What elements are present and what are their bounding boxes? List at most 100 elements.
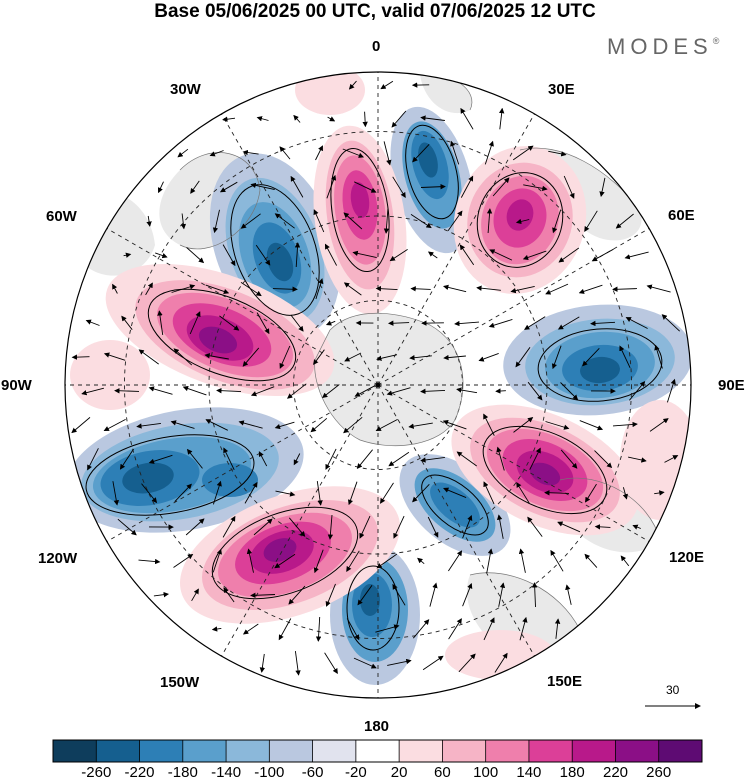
- wind-vector: [343, 212, 363, 230]
- wind-vector: [346, 618, 360, 641]
- wind-vector: [212, 548, 222, 573]
- weak-highs: [70, 72, 691, 680]
- wind-vector: [389, 249, 408, 262]
- wind-vectors: [71, 80, 681, 676]
- wind-vector: [71, 417, 91, 434]
- wind-vector: [552, 209, 562, 234]
- wind-vector: [123, 252, 132, 258]
- colorbar-tick-label: -20: [345, 764, 367, 781]
- colorbar-segment: [615, 740, 660, 762]
- wind-vector: [191, 588, 199, 602]
- lon-label-30e: 30E: [548, 81, 575, 98]
- wind-vector: [429, 582, 438, 607]
- wind-vector: [294, 651, 301, 676]
- lon-label-60w: 60W: [46, 208, 77, 225]
- wind-vector: [483, 617, 495, 641]
- wind-vector: [447, 210, 463, 232]
- wind-vector: [380, 80, 394, 90]
- wind-vector: [222, 116, 236, 122]
- wind-vector: [353, 657, 377, 669]
- lon-label-120e: 120E: [669, 549, 705, 566]
- wind-vector: [180, 213, 187, 230]
- wind-vector: [346, 550, 360, 572]
- wind-vector: [211, 626, 222, 632]
- wind-vector: [315, 616, 322, 642]
- wind-vector: [136, 422, 161, 429]
- wind-vector: [173, 348, 193, 366]
- colorbar-segment: [139, 740, 184, 762]
- wind-vector: [212, 209, 220, 234]
- wind-vector: [173, 553, 194, 568]
- wind-vector: [661, 314, 681, 332]
- wind-vector: [343, 416, 363, 434]
- wind-vector: [242, 149, 259, 156]
- wind-vector: [560, 449, 578, 469]
- wind-vector: [310, 417, 328, 433]
- wind-vector: [274, 421, 295, 430]
- lon-label-0: 0: [372, 38, 381, 55]
- wind-vector: [145, 282, 153, 296]
- wind-vector: [204, 353, 229, 360]
- wind-vector: [325, 320, 336, 326]
- wind-vector: [288, 517, 306, 537]
- wind-vector: [529, 447, 541, 470]
- wind-vector: [313, 549, 324, 574]
- wind-vector: [410, 286, 431, 292]
- wind-vector: [325, 448, 337, 470]
- wind-vector: [375, 419, 398, 432]
- wind-vector: [420, 456, 445, 463]
- wind-vector: [327, 116, 336, 122]
- colorbar-tick-label: -180: [167, 764, 198, 781]
- wind-vector: [344, 352, 362, 362]
- wind-vector: [321, 384, 340, 399]
- wind-vector: [448, 618, 462, 640]
- wind-vector: [585, 483, 597, 503]
- wind-vector: [513, 417, 534, 433]
- wind-vector: [443, 487, 467, 499]
- colorbar-segment: [399, 740, 443, 762]
- wind-vector: [359, 515, 371, 539]
- wind-vector: [293, 114, 301, 123]
- wind-vector: [560, 382, 579, 401]
- colorbar-tick-label: 140: [516, 764, 542, 781]
- wind-vector: [348, 80, 357, 90]
- wind-vector: [190, 180, 200, 194]
- wind-vector: [185, 518, 205, 536]
- lon-label-150e: 150E: [547, 673, 583, 690]
- wind-vector: [138, 558, 161, 565]
- wind-vector: [293, 453, 301, 466]
- wind-vector: [279, 146, 291, 160]
- colorbar-tick-label: -140: [211, 764, 242, 781]
- wind-vector: [563, 175, 575, 199]
- wind-vector: [275, 490, 296, 497]
- wind-vector: [383, 208, 390, 234]
- low-east: [503, 304, 691, 416]
- colorbar-segment: [355, 740, 400, 762]
- latitude-circle: [293, 300, 463, 470]
- wind-vector: [427, 516, 439, 538]
- wind-vector: [209, 150, 224, 157]
- wind-vector: [422, 655, 444, 671]
- colorbar-frame: [52, 739, 703, 763]
- lon-label-60e: 60E: [668, 207, 695, 224]
- wind-vector: [242, 623, 259, 635]
- lon-label-120w: 120W: [38, 550, 78, 567]
- wind-vector: [496, 446, 505, 471]
- wind-vector: [290, 314, 304, 332]
- wind-vector: [456, 451, 477, 467]
- wind-vector: [219, 315, 240, 331]
- wind-vector: [483, 413, 495, 436]
- wind-vector: [148, 454, 173, 464]
- wind-vector: [620, 555, 630, 567]
- wind-vector: [615, 213, 634, 229]
- colorbar-tick-label: -60: [301, 764, 324, 781]
- wind-vector: [392, 176, 406, 198]
- wind-vector: [259, 653, 266, 673]
- wind-vector: [622, 487, 628, 500]
- colorbar-segment: [528, 740, 573, 762]
- wind-vector: [71, 354, 90, 360]
- wind-vector: [81, 387, 105, 396]
- map-title: Base 05/06/2025 00 UTC, valid 07/06/2025…: [154, 1, 596, 22]
- wind-vector: [103, 419, 126, 432]
